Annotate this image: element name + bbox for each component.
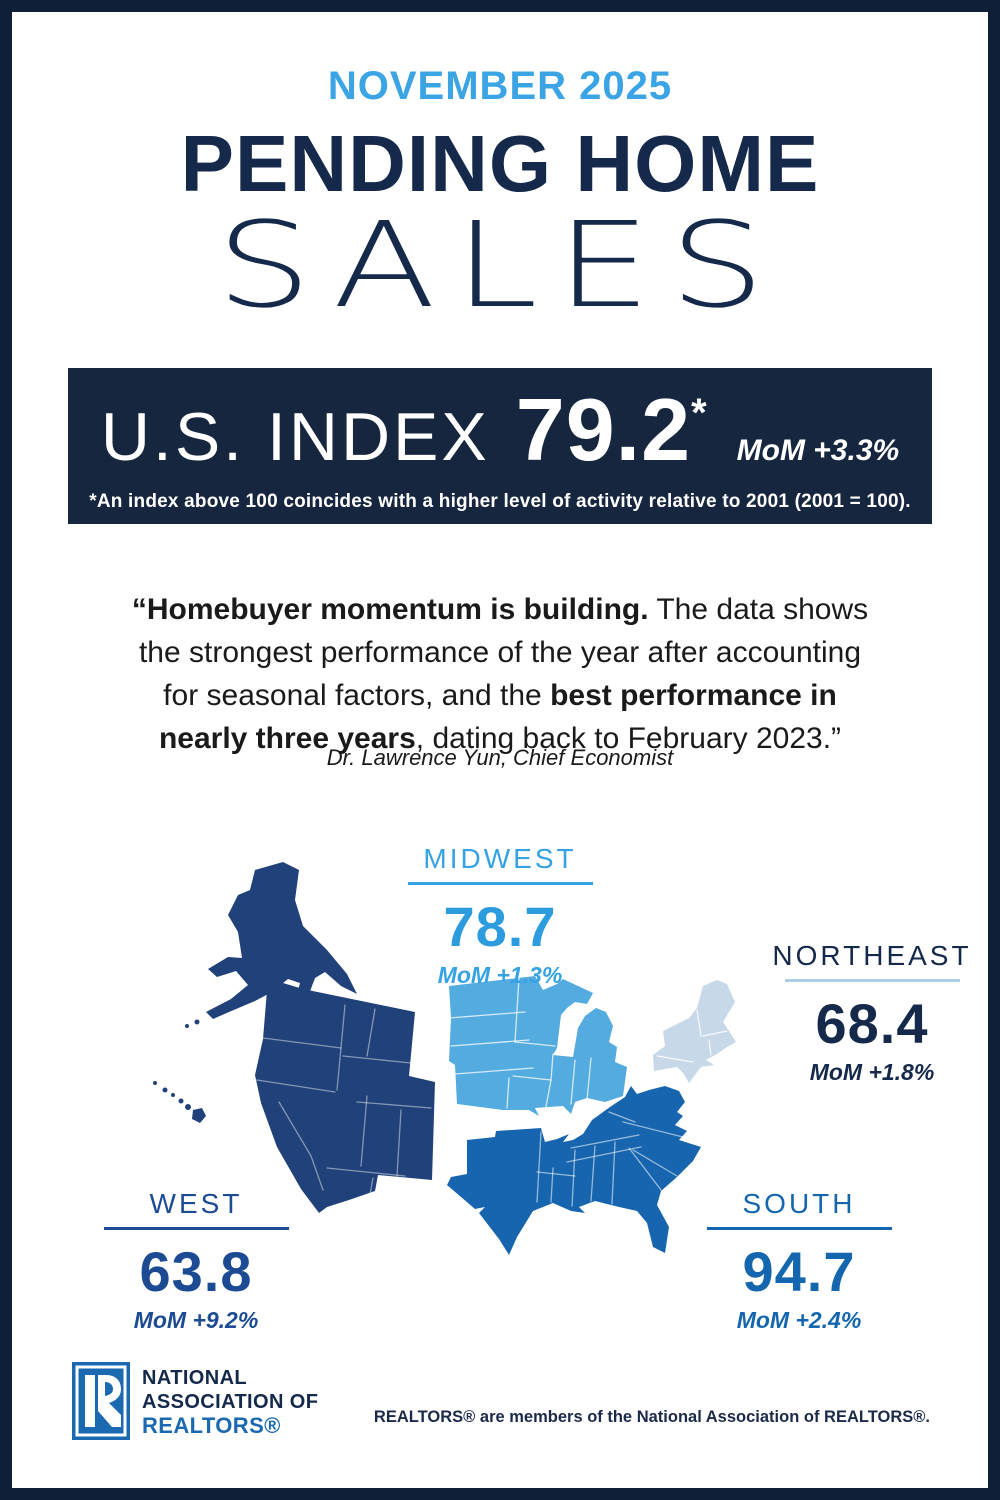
hawaii-island	[171, 1093, 175, 1097]
index-footnote: *An index above 100 coincides with a hig…	[89, 491, 911, 512]
nar-wordmark: NATIONAL ASSOCIATION OF REALTORS®	[142, 1366, 318, 1438]
hawaii-island	[178, 1098, 184, 1104]
northeast-state-borders	[656, 1009, 728, 1063]
nar-wordmark-line3: REALTORS®	[142, 1413, 281, 1438]
region-underline	[706, 1227, 892, 1230]
hawaii-island	[162, 1087, 168, 1093]
region-mom-change: MoM +9.2%	[133, 1306, 259, 1333]
region-stat-northeast: NORTHEAST 68.4 MoM +1.8%	[747, 940, 997, 1086]
quote-line: for seasonal factors, and the best perfo…	[163, 679, 837, 712]
region-mom-change: MoM +2.4%	[736, 1306, 862, 1333]
region-name: SOUTH	[742, 1188, 856, 1219]
region-mom-change: MoM +1.8%	[809, 1058, 935, 1085]
aleutian-island	[185, 1024, 189, 1028]
region-underline	[784, 979, 960, 982]
map-region-northeast	[653, 980, 736, 1083]
us-index-label: U.S. INDEX	[100, 399, 490, 475]
us-index-asterisk: *	[691, 391, 707, 435]
realtors-disclaimer: REALTORS® are members of the National As…	[373, 1408, 930, 1426]
region-stat-west: WEST 63.8 MoM +9.2%	[66, 1188, 326, 1334]
region-index-value: 63.8	[139, 1239, 253, 1303]
nar-wordmark-line2: ASSOCIATION OF	[142, 1391, 319, 1413]
region-stat-south: SOUTH 94.7 MoM +2.4%	[669, 1188, 929, 1334]
us-regions-map	[153, 862, 736, 1255]
us-index-banner: U.S. INDEX 79.2 * MoM +3.3% *An index ab…	[68, 368, 932, 524]
region-index-value: 68.4	[815, 991, 929, 1055]
quote-line: the strongest performance of the year af…	[138, 636, 862, 669]
west-state-borders	[256, 1004, 432, 1201]
region-underline	[407, 882, 593, 885]
us-index-mom: MoM +3.3%	[736, 434, 900, 467]
hawaii-island	[153, 1081, 157, 1085]
quote-attribution: Dr. Lawrence Yun, Chief Economist	[326, 745, 674, 770]
us-index-line: U.S. INDEX 79.2 * MoM +3.3%	[101, 379, 899, 481]
map-region-midwest	[449, 976, 627, 1116]
hawaii-island	[185, 1104, 191, 1110]
report-month: NOVEMBER 2025	[327, 64, 673, 108]
alaska-shape	[206, 862, 357, 1019]
page-title-line1: PENDING HOME	[180, 119, 820, 208]
region-stat-midwest: MIDWEST 78.7 MoM +1.3%	[370, 843, 630, 989]
region-index-value: 78.7	[443, 894, 557, 958]
midwest-shape	[449, 976, 627, 1116]
region-mom-change: MoM +1.3%	[437, 961, 563, 988]
map-region-west	[153, 862, 435, 1213]
west-mainland-shape	[255, 983, 435, 1213]
region-name: NORTHEAST	[772, 940, 972, 971]
nar-wordmark-line1: NATIONAL	[142, 1367, 248, 1389]
nar-logo-icon	[72, 1362, 130, 1440]
aleutian-island	[194, 1019, 200, 1025]
region-underline	[103, 1227, 289, 1230]
quote-line: nearly three years, dating back to Febru…	[158, 722, 842, 755]
hawaii-big-island	[192, 1108, 206, 1123]
midwest-state-borders	[448, 977, 592, 1113]
region-name: WEST	[149, 1188, 243, 1219]
south-state-borders	[536, 1111, 688, 1207]
page-title-line2: SALES	[216, 196, 784, 334]
northeast-shape	[653, 980, 736, 1083]
quote-line: “Homebuyer momentum is building. The dat…	[131, 593, 869, 626]
region-name: MIDWEST	[423, 843, 577, 874]
region-index-value: 94.7	[742, 1239, 856, 1303]
economist-quote: “Homebuyer momentum is building. The dat…	[60, 588, 940, 760]
us-index-value: 79.2	[515, 380, 692, 479]
